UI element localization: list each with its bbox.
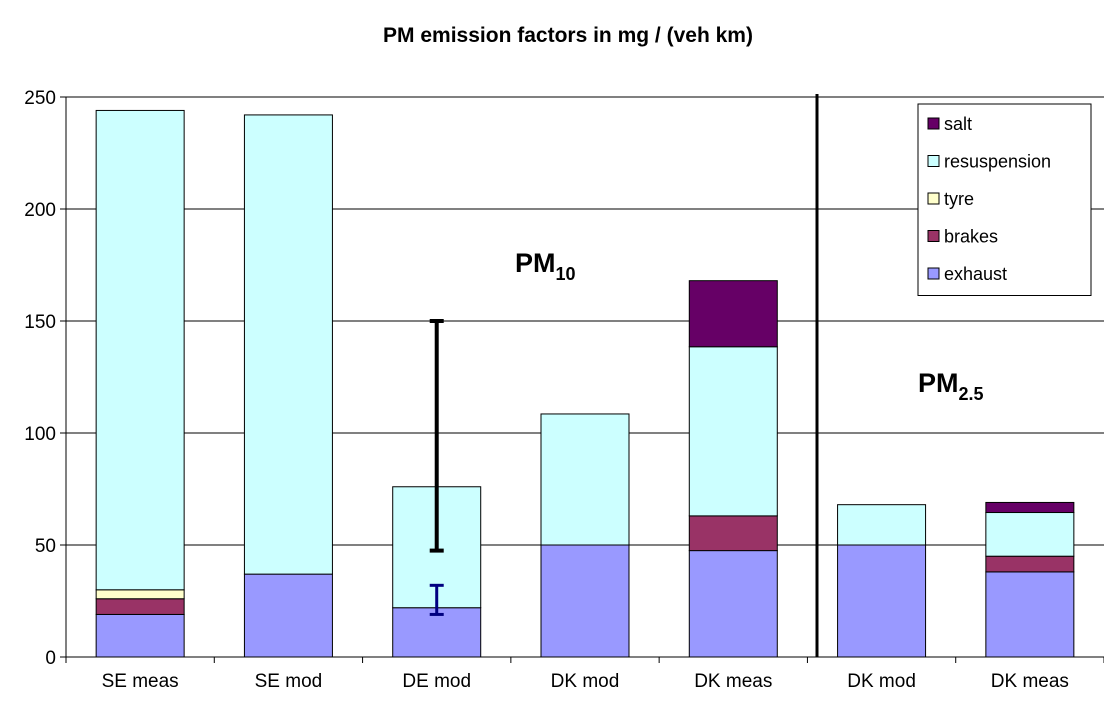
x-tick-label: DK mod (847, 671, 916, 692)
x-tick-label: DK meas (694, 671, 772, 692)
legend-swatch (927, 117, 940, 130)
x-tick-label: DE mod (402, 671, 471, 692)
legend-box (917, 103, 1092, 296)
annotation: PM2.5 (918, 368, 984, 404)
annotation: PM10 (515, 248, 576, 284)
legend-label: tyre (944, 189, 974, 209)
x-tick-label: SE mod (255, 671, 323, 692)
bar-segment (985, 555, 1075, 573)
bar-segment (985, 501, 1075, 514)
error-bar (429, 583, 444, 616)
bar-segment (95, 613, 185, 658)
x-tick-label: DK meas (991, 671, 1069, 692)
bar-segment (95, 589, 185, 600)
bar-segment (95, 109, 185, 591)
legend-label: resuspension (944, 152, 1051, 172)
y-tick-label: 0 (45, 648, 56, 669)
bar-segment (95, 598, 185, 615)
legend-swatch (927, 230, 940, 242)
legend-swatch (927, 192, 940, 205)
bar-segment (540, 413, 630, 546)
legend-label: exhaust (944, 264, 1007, 284)
bar-segment (688, 550, 778, 658)
legend-swatch (927, 155, 940, 167)
bar-segment (837, 544, 927, 658)
legend-label: brakes (944, 227, 998, 247)
annotation-text: PM (918, 368, 959, 398)
bar-segment (540, 544, 630, 658)
annotation-sub: 2.5 (959, 384, 984, 404)
y-tick-label: 250 (24, 88, 56, 109)
bar-segment (243, 114, 333, 575)
bar-segment (243, 573, 333, 658)
bar-segment (837, 504, 927, 546)
y-tick-label: 50 (35, 536, 56, 557)
annotation-sub: 10 (556, 264, 576, 284)
bar-segment (985, 512, 1075, 557)
bar-segment (688, 280, 778, 348)
x-tick-label: SE meas (102, 671, 179, 692)
legend-swatch (927, 267, 940, 280)
error-bar (429, 319, 444, 553)
bar-segment (688, 515, 778, 552)
y-tick-label: 150 (24, 312, 56, 333)
x-tick-label: DK mod (551, 671, 620, 692)
annotation-text: PM (515, 248, 556, 278)
bar-segment (688, 346, 778, 517)
bar-segment (985, 571, 1075, 658)
chart-title: PM emission factors in mg / (veh km) (383, 24, 753, 47)
y-tick-label: 200 (24, 200, 56, 221)
y-tick-label: 100 (24, 424, 56, 445)
legend-label: salt (944, 114, 972, 134)
